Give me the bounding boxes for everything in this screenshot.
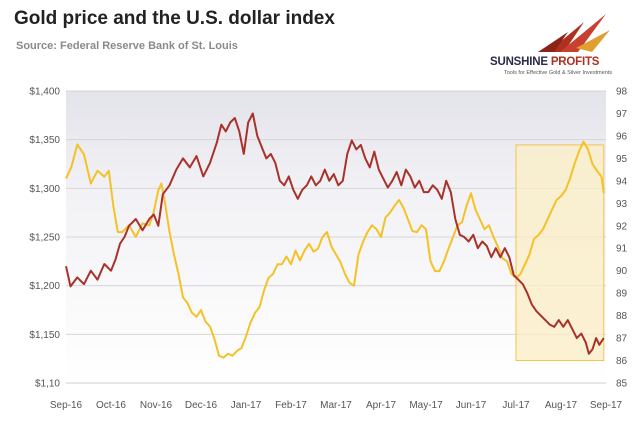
x-tick-label: Sep-16	[50, 400, 83, 411]
logo-brand-accent: PROFITS	[547, 56, 600, 68]
y-right-tick-label: 86	[616, 356, 628, 367]
x-tick-label: Feb-17	[275, 400, 307, 411]
x-tick-label: Aug-17	[545, 400, 578, 411]
y-axis-left-ticks: $1,150 $1,200 $1,250 $1,300 $1,350 $1,400 $1,1…	[29, 87, 60, 390]
gold-price-line	[65, 140, 605, 359]
logo-brand-main: SUNSHINE	[490, 56, 548, 68]
y-axis-right-ticks: 85 86 87 88 89 90 91 92 93 94 95 96 97 98	[616, 87, 628, 390]
x-tick-label: Jan-17	[231, 400, 262, 411]
y-right-tick-label: 96	[616, 131, 628, 142]
y-left-tick-label: $1,350	[29, 135, 60, 146]
logo-tagline: Tools for Effective Gold & Silver Invest…	[504, 70, 613, 76]
series-lines	[65, 112, 605, 359]
y-right-tick-label: 87	[616, 334, 628, 345]
y-right-tick-label: 91	[616, 244, 628, 255]
y-right-tick-label: 98	[616, 87, 628, 98]
x-axis-ticks: Sep-16 Oct-16 Nov-16 Dec-16 Jan-17 Feb-17 Mar-…	[50, 400, 623, 411]
y-left-tick-label: $1,200	[29, 281, 60, 292]
x-tick-label: Mar-17	[320, 400, 352, 411]
x-tick-label: Nov-16	[140, 400, 173, 411]
chart-subtitle: Source: Federal Reserve Bank of St. Loui…	[16, 40, 238, 52]
y-right-tick-label: 93	[616, 199, 628, 210]
x-tick-label: May-17	[409, 400, 443, 411]
x-tick-label: Oct-16	[96, 400, 126, 411]
y-left-tick-label: $1,300	[29, 184, 60, 195]
y-left-tick-label: $1,400	[29, 87, 60, 98]
y-right-tick-label: 92	[616, 221, 628, 232]
logo-brand: SUNSHINE PROFITS	[490, 56, 599, 68]
dollar-index-line	[65, 112, 605, 355]
y-left-tick-label: $1,150	[29, 330, 60, 341]
y-right-tick-label: 88	[616, 311, 628, 322]
x-tick-label: Dec-16	[185, 400, 218, 411]
y-right-tick-label: 85	[616, 379, 628, 390]
chart-title: Gold price and the U.S. dollar index	[14, 8, 335, 29]
y-right-tick-label: 95	[616, 154, 628, 165]
y-right-tick-label: 94	[616, 176, 628, 187]
y-right-tick-label: 90	[616, 266, 628, 277]
x-tick-label: Sep-17	[590, 400, 623, 411]
y-right-tick-label: 97	[616, 109, 628, 120]
x-tick-label: Apr-17	[366, 400, 396, 411]
x-tick-label: Jun-17	[456, 400, 487, 411]
sunshine-profits-logo-icon	[538, 14, 610, 52]
y-right-tick-label: 89	[616, 289, 628, 300]
y-left-tick-label: $1,250	[29, 233, 60, 244]
x-tick-label: Jul-17	[502, 400, 530, 411]
y-left-tick-label: $1,10	[35, 379, 60, 390]
